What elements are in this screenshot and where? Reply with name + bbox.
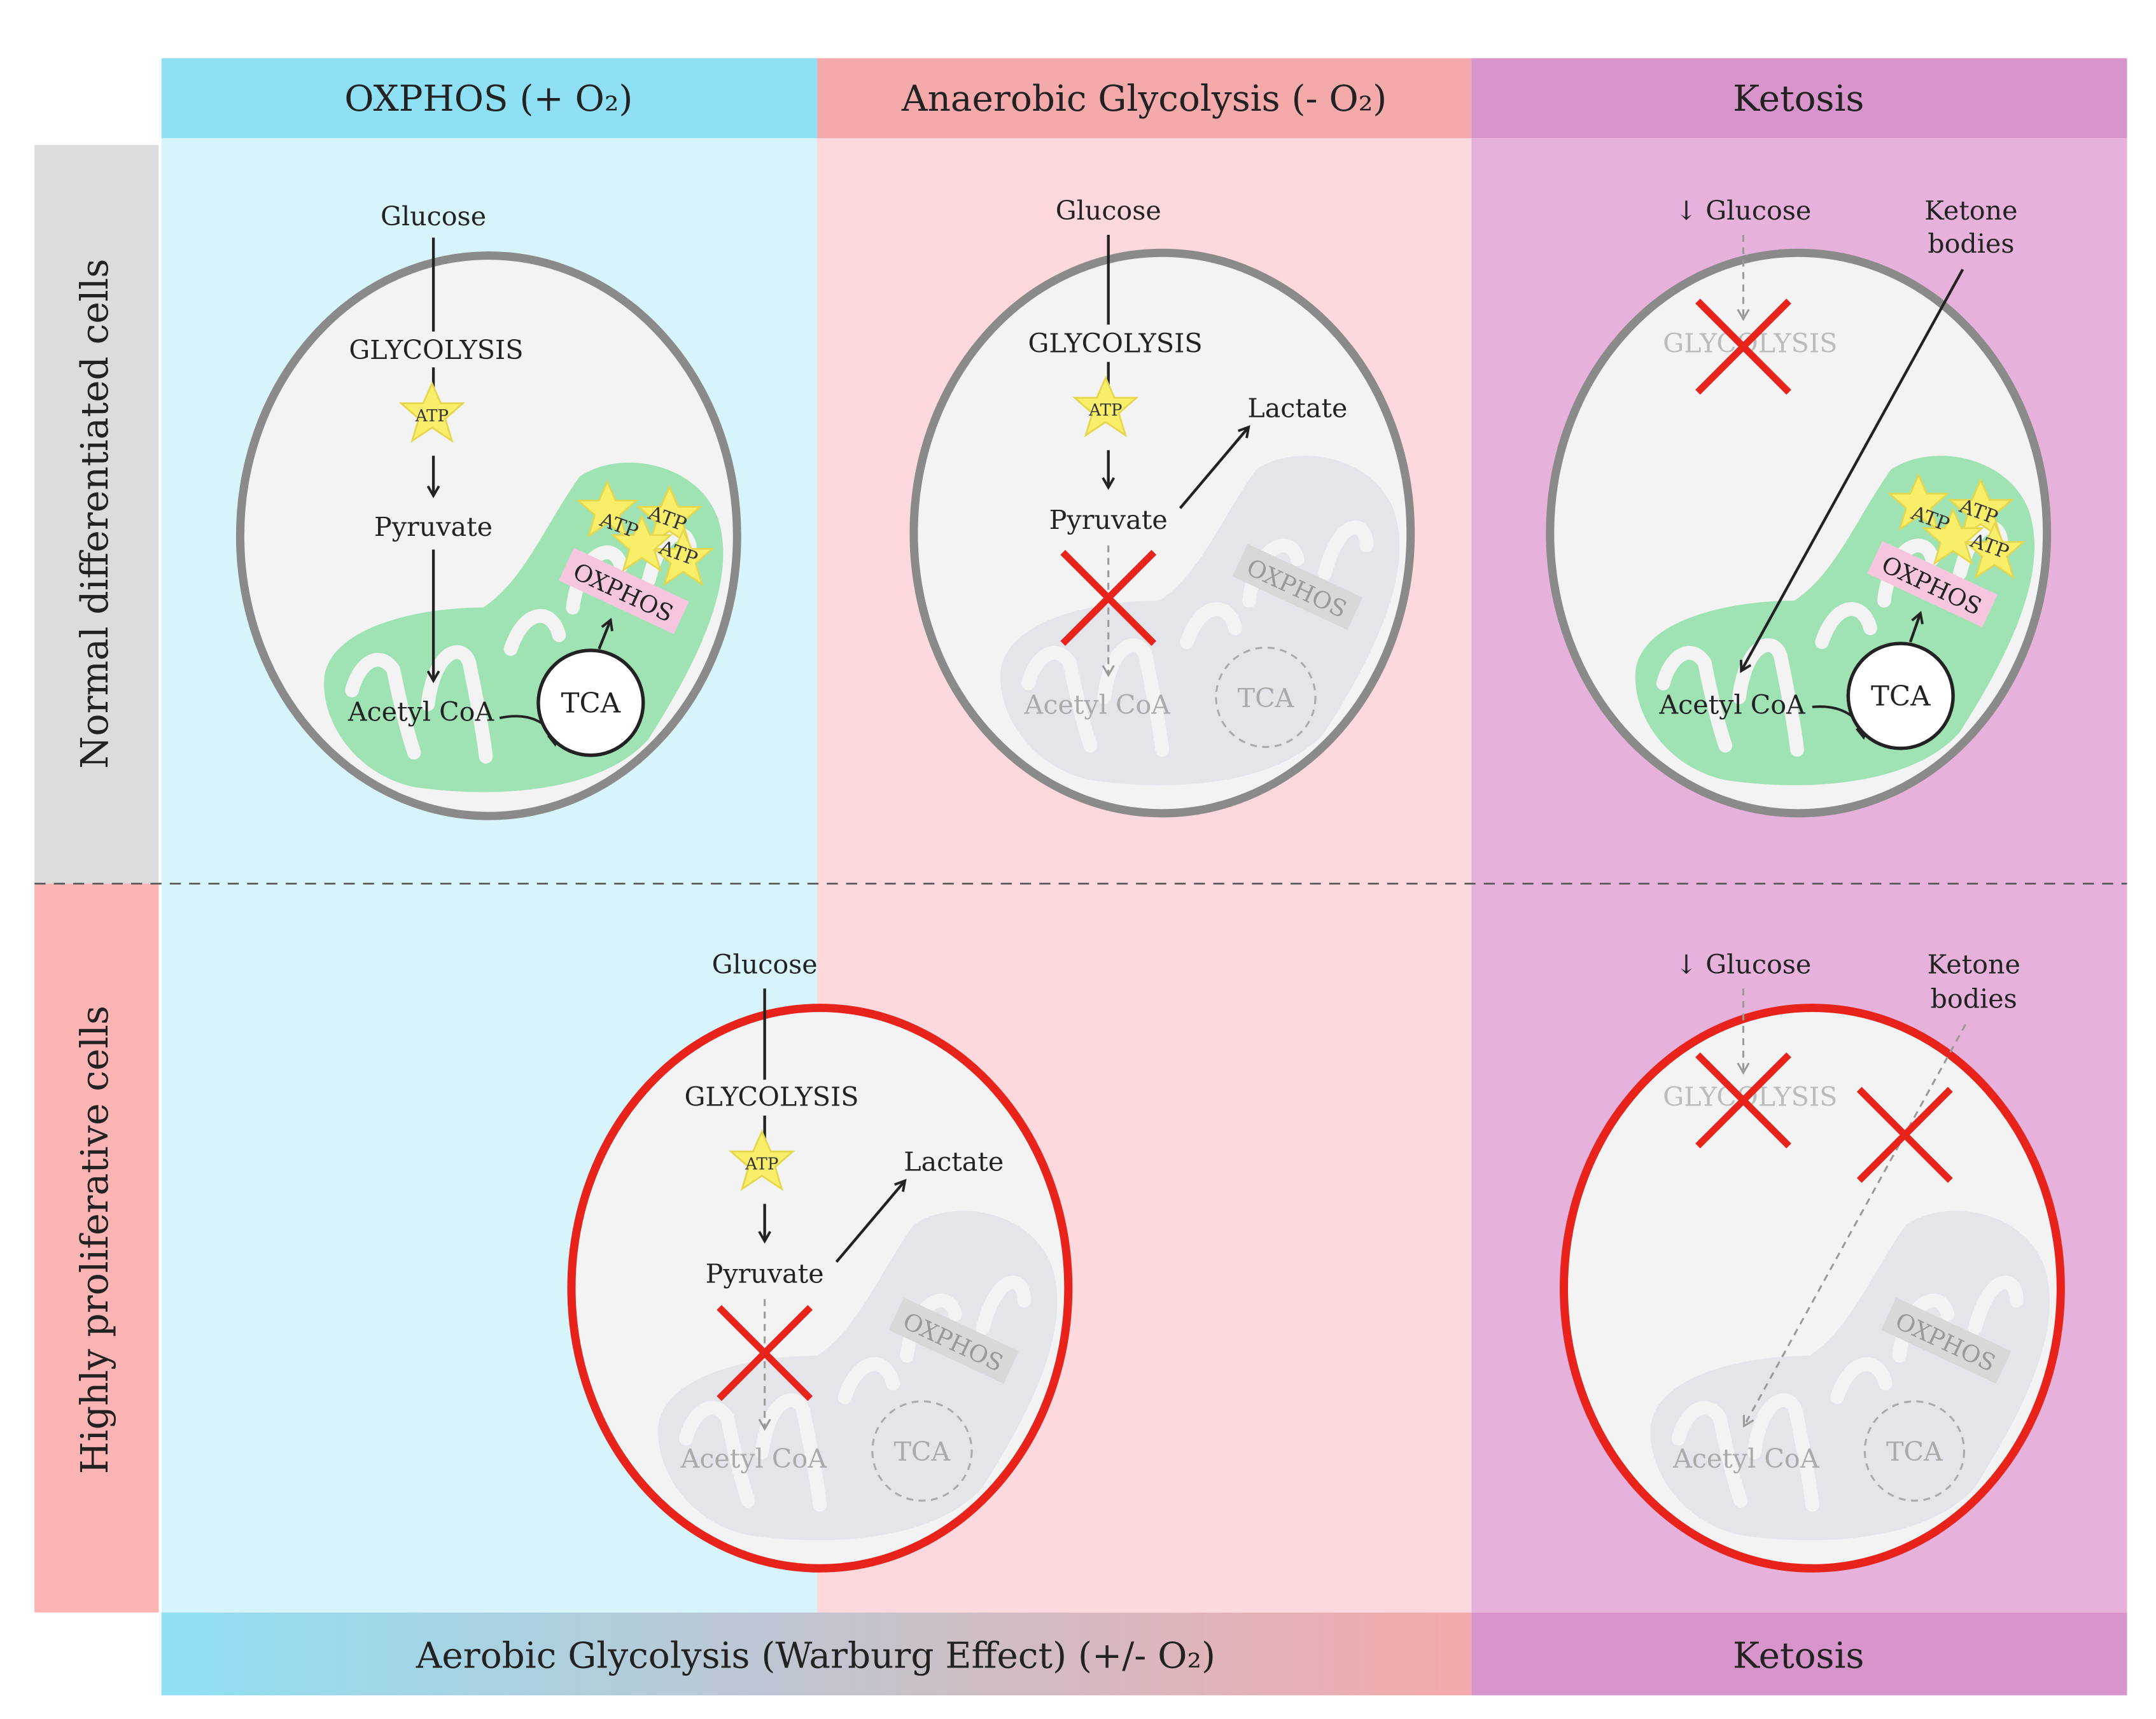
row-proliferative-label: Highly proliferative cells: [73, 1006, 116, 1474]
cell-normal-ketosis: ↓ Glucose GLYCOLYSIS Ketone bodies Acety…: [1546, 195, 2052, 818]
label-reduced-glucose: ↓ Glucose: [1676, 195, 1812, 226]
label-atp: ATP: [415, 407, 449, 426]
svg-text:TCA: TCA: [1871, 681, 1931, 713]
header-anaerobic-label: Anaerobic Glycolysis (- O₂): [901, 78, 1387, 120]
row-normal-label: Normal differentiated cells: [73, 258, 116, 768]
row-proliferative: Highly proliferative cells: [34, 883, 159, 1613]
arrow-ketone-acetyl: [1740, 269, 1964, 673]
svg-text:TCA: TCA: [1238, 683, 1295, 713]
header-ketosis-label: Ketosis: [1733, 78, 1864, 120]
cell-normal-anaerobic: Glucose GLYCOLYSIS ATP Pyruvate Lactate …: [909, 195, 1415, 818]
footer-warburg: Aerobic Glycolysis (Warburg Effect) (+/-…: [161, 1612, 1472, 1695]
header-ketosis: Ketosis: [1471, 58, 2127, 139]
mitochondrion-inactive: [658, 1210, 1058, 1541]
mitochondrion-inactive: [1650, 1210, 2050, 1541]
svg-text:Acetyl CoA: Acetyl CoA: [1024, 690, 1172, 720]
footer-ketosis-label: Ketosis: [1733, 1635, 1864, 1676]
atp-star: ATP: [1074, 377, 1138, 437]
blocked-x: [1856, 1086, 1953, 1183]
svg-text:ATP: ATP: [745, 1154, 778, 1174]
header-anaerobic: Anaerobic Glycolysis (- O₂): [817, 58, 1472, 139]
cell-proliferative-ketosis: ↓ Glucose GLYCOLYSIS Ketone bodies Acety…: [1559, 949, 2065, 1573]
atp-star: ATP: [730, 1130, 794, 1190]
footer-warburg-label: Aerobic Glycolysis (Warburg Effect) (+/-…: [416, 1635, 1215, 1676]
atp-star: ATP: [400, 382, 464, 442]
blocked-x: [1695, 298, 1791, 395]
label-lactate: Lactate: [1247, 393, 1347, 423]
svg-text:GLYCOLYSIS: GLYCOLYSIS: [684, 1082, 858, 1112]
svg-text:Lactate: Lactate: [904, 1147, 1004, 1177]
label-glucose: Glucose: [381, 201, 486, 232]
label-acetyl-coa: Acetyl CoA: [347, 697, 495, 727]
header-oxphos-label: OXPHOS (+ O₂): [344, 78, 633, 120]
tca-circle: [536, 649, 645, 757]
cell-proliferative-warburg: Glucose GLYCOLYSIS ATP Pyruvate Lactate …: [567, 949, 1073, 1573]
svg-text:Acetyl CoA: Acetyl CoA: [1658, 690, 1806, 720]
cell-normal-oxphos: Glucose GLYCOLYSIS ATP Pyruvate Acetyl C…: [235, 201, 741, 820]
arrow-pyruvate-lactate: [1179, 425, 1250, 509]
svg-text:Acetyl CoA: Acetyl CoA: [680, 1443, 828, 1474]
svg-text:TCA: TCA: [1886, 1436, 1943, 1467]
svg-text:↓ Glucose: ↓ Glucose: [1676, 949, 1812, 979]
svg-text:GLYCOLYSIS: GLYCOLYSIS: [1028, 328, 1203, 358]
svg-text:Glucose: Glucose: [1056, 195, 1161, 226]
svg-text:Acetyl CoA: Acetyl CoA: [1672, 1443, 1820, 1474]
label-tca: TCA: [561, 688, 621, 720]
blocked-x: [1060, 550, 1157, 646]
row-normal: Normal differentiated cells: [34, 145, 159, 884]
svg-text:Glucose: Glucose: [712, 949, 818, 979]
svg-text:bodies: bodies: [1928, 228, 2014, 259]
mitochondrion-inactive: [1000, 456, 1400, 785]
blocked-x: [717, 1305, 813, 1401]
label-ketone-bodies: Ketone: [1924, 195, 2017, 226]
svg-text:bodies: bodies: [1931, 984, 2017, 1014]
svg-text:Pyruvate: Pyruvate: [706, 1258, 824, 1289]
blocked-x: [1695, 1052, 1791, 1149]
footer-ketosis: Ketosis: [1471, 1612, 2127, 1695]
svg-text:Ketone: Ketone: [1928, 949, 2020, 979]
label-glycolysis: GLYCOLYSIS: [349, 335, 523, 365]
svg-text:Pyruvate: Pyruvate: [1049, 505, 1168, 535]
svg-text:TCA: TCA: [894, 1436, 951, 1467]
svg-text:ATP: ATP: [1088, 401, 1122, 420]
label-pyruvate: Pyruvate: [374, 512, 493, 542]
header-oxphos: OXPHOS (+ O₂): [161, 58, 818, 139]
